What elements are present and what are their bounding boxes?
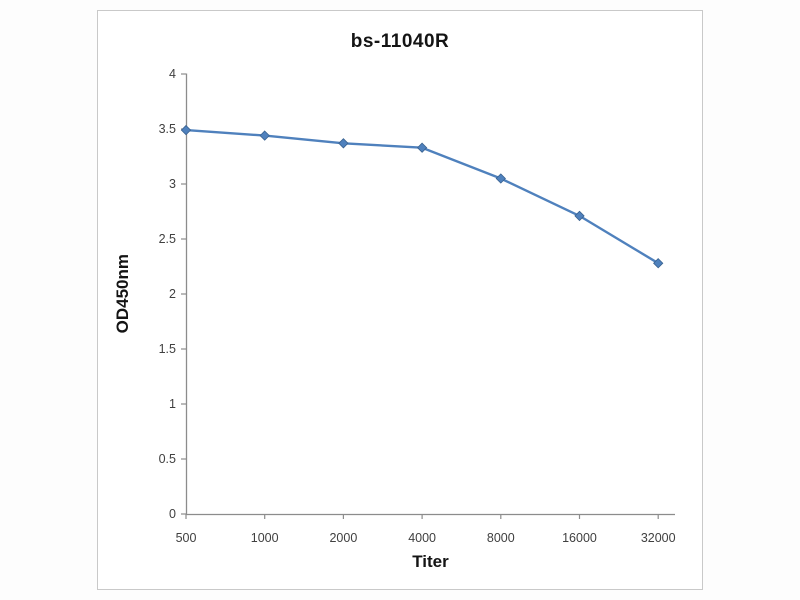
data-point xyxy=(495,173,506,184)
y-tick-label: 4 xyxy=(169,67,176,81)
x-tick-label: 16000 xyxy=(562,531,597,545)
chart-panel: bs-11040R OD450nm 0 0.5 1 1.5 2 2.5 3 3.5 4 500 10… xyxy=(97,10,703,590)
y-tick-label: 3 xyxy=(169,177,176,191)
data-point xyxy=(653,258,664,269)
x-tick-label: 8000 xyxy=(487,531,515,545)
data-point xyxy=(180,124,192,136)
y-tick-label: 1 xyxy=(169,397,176,411)
x-axis-title: Titer xyxy=(412,552,449,571)
y-tick-label: 2.5 xyxy=(159,232,176,246)
x-tick-label: 500 xyxy=(176,531,197,545)
data-point xyxy=(574,210,585,222)
x-tick-label: 4000 xyxy=(408,531,436,545)
y-tick-label: 1.5 xyxy=(159,342,176,356)
y-tick-label: 0 xyxy=(169,507,176,521)
y-tick-label: 3.5 xyxy=(159,122,176,136)
line-chart-plot: 0 0.5 1 1.5 2 2.5 3 3.5 4 500 1000 2000 4000 8000 1600… xyxy=(159,67,676,545)
data-point xyxy=(259,130,270,141)
data-point xyxy=(338,138,349,149)
x-tick-label: 2000 xyxy=(329,531,357,545)
x-tick-label: 1000 xyxy=(251,531,279,545)
y-tick-label: 0.5 xyxy=(159,452,176,466)
y-tick-label: 2 xyxy=(169,287,176,301)
chart-title: bs-11040R xyxy=(350,31,450,52)
data-point xyxy=(416,142,428,153)
x-tick-label: 32000 xyxy=(641,531,676,545)
